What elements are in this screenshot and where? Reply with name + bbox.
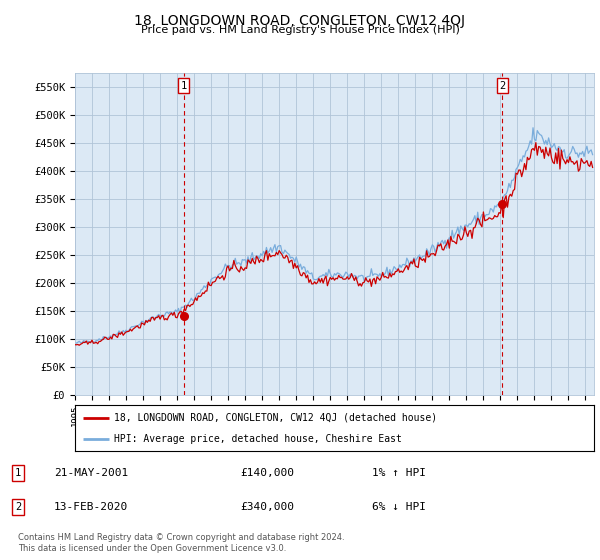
Text: 1: 1	[15, 468, 21, 478]
Text: 18, LONGDOWN ROAD, CONGLETON, CW12 4QJ: 18, LONGDOWN ROAD, CONGLETON, CW12 4QJ	[134, 14, 466, 28]
Text: Price paid vs. HM Land Registry's House Price Index (HPI): Price paid vs. HM Land Registry's House …	[140, 25, 460, 35]
Text: 1% ↑ HPI: 1% ↑ HPI	[372, 468, 426, 478]
Text: HPI: Average price, detached house, Cheshire East: HPI: Average price, detached house, Ches…	[114, 435, 402, 444]
Text: 2: 2	[499, 81, 506, 91]
Text: 1: 1	[181, 81, 187, 91]
Text: £140,000: £140,000	[240, 468, 294, 478]
Text: £340,000: £340,000	[240, 502, 294, 512]
Text: 18, LONGDOWN ROAD, CONGLETON, CW12 4QJ (detached house): 18, LONGDOWN ROAD, CONGLETON, CW12 4QJ (…	[114, 413, 437, 423]
Text: 21-MAY-2001: 21-MAY-2001	[54, 468, 128, 478]
Text: 13-FEB-2020: 13-FEB-2020	[54, 502, 128, 512]
Text: 6% ↓ HPI: 6% ↓ HPI	[372, 502, 426, 512]
Text: Contains HM Land Registry data © Crown copyright and database right 2024.
This d: Contains HM Land Registry data © Crown c…	[18, 533, 344, 553]
Text: 2: 2	[15, 502, 21, 512]
